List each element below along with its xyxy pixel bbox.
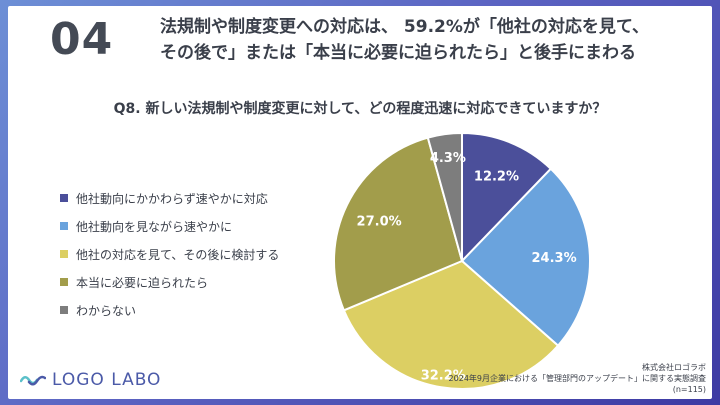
headline-line-2: その後で」または「本当に必要に迫られたら」と後手にまわる [160,43,636,63]
pie-slice [461,131,553,264]
legend-swatch-2 [60,250,68,258]
legend-item: 他社動向を見ながら速やかに [60,212,279,240]
section-number: 04 [50,14,114,65]
headline-line-1: 法規制や制度変更への対応は、 59.2%が「他社の対応を見て、 [160,17,650,37]
pie-slice-label: 32.2% [421,369,466,384]
source-survey: 2024年9月企業における「管理部門のアップデート」に関する実態調査 [448,374,706,383]
legend-item: 本当に必要に迫られたら [60,268,279,296]
pie-slice [342,259,560,390]
chart-legend: 他社動向にかかわらず速やかに対応 他社動向を見ながら速やかに 他社の対応を見て、… [60,184,279,324]
logo-wave-icon [20,375,46,386]
pie-slice-label: 27.0% [357,215,402,230]
source-note: 株式会社ロゴラボ 2024年9月企業における「管理部門のアップデート」に関する実… [449,362,706,395]
legend-label: 他社の対応を見て、その後に検討する [76,247,280,262]
pie-slices [333,131,591,390]
legend-label: わからない [76,303,137,318]
logo: LOGO LABO [20,370,161,390]
chart-title: Q8. 新しい法規制や制度変更に対して、どの程度迅速に対応できていますか？ [113,101,607,117]
logo-text: LOGO LABO [52,370,162,390]
pie-slice-label: 4.3% [430,151,466,166]
legend-item: 他社の対応を見て、その後に検討する [60,240,279,268]
legend-label: 本当に必要に迫られたら [76,275,209,290]
legend-swatch-0 [60,194,68,202]
legend-label: 他社動向にかかわらず速やかに対応 [76,191,268,206]
pie-slice [426,131,463,262]
pie-slice [333,136,464,312]
legend-item: 他社動向にかかわらず速やかに対応 [60,184,279,212]
legend-item: わからない [60,296,279,324]
pie-slice [460,167,591,348]
source-company: 株式会社ロゴラボ [642,363,706,372]
headline: 法規制や制度変更への対応は、 59.2%が「他社の対応を見て、 その後で」または… [160,14,680,66]
pie-slice-label: 12.2% [474,170,519,185]
legend-label: 他社動向を見ながら速やかに [76,219,233,234]
source-sample-size: (n=115) [672,385,706,394]
pie-labels: 12.2% 24.3% 32.2% 27.0% 4.3% [357,151,577,384]
pie-slice-label: 24.3% [532,251,577,266]
legend-swatch-1 [60,222,68,230]
legend-swatch-4 [60,306,68,314]
legend-swatch-3 [60,278,68,286]
